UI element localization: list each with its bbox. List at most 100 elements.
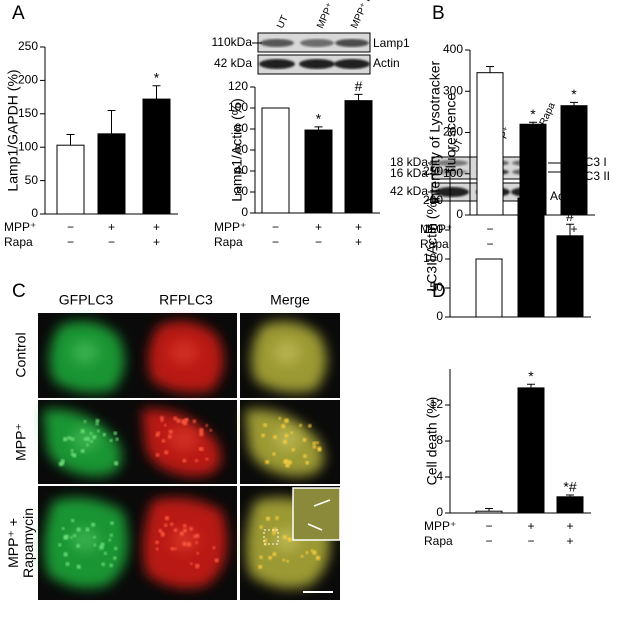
bar bbox=[344, 100, 373, 214]
puncta bbox=[263, 538, 268, 543]
inset-arrow bbox=[313, 499, 331, 507]
category-row-label: Rapa bbox=[214, 235, 243, 249]
x-tick-label: + bbox=[108, 220, 115, 234]
x-tick-label: + bbox=[527, 519, 534, 533]
x-tick-label: − bbox=[486, 237, 493, 251]
puncta bbox=[305, 551, 309, 555]
puncta bbox=[284, 418, 289, 424]
puncta bbox=[109, 438, 113, 443]
puncta bbox=[258, 564, 263, 569]
error-bar bbox=[486, 66, 494, 73]
y-tick-label: 0 bbox=[31, 206, 38, 220]
puncta bbox=[291, 447, 295, 452]
bar bbox=[475, 510, 503, 514]
puncta bbox=[155, 540, 159, 545]
y-tick-label: 12 bbox=[430, 397, 444, 411]
category-row-label: MPP⁺ bbox=[214, 220, 246, 234]
row-label: Rapamycin bbox=[20, 508, 36, 578]
error-bar bbox=[566, 494, 574, 497]
puncta bbox=[114, 546, 118, 551]
puncta bbox=[80, 429, 85, 434]
y-tick-label: 0 bbox=[456, 207, 463, 221]
x-tick-label: + bbox=[570, 222, 577, 236]
x-tick-label: + bbox=[566, 534, 573, 548]
y-tick-label: 150 bbox=[18, 106, 38, 120]
marker-label: 42 kDa bbox=[390, 184, 428, 198]
blot-band bbox=[334, 59, 370, 69]
band-label: Lamp1 bbox=[373, 36, 410, 50]
marker-label: 110kDa bbox=[212, 35, 253, 49]
puncta bbox=[102, 432, 107, 437]
y-tick-label: 50 bbox=[25, 173, 39, 187]
lane-label: UT bbox=[275, 14, 291, 31]
puncta bbox=[179, 531, 184, 536]
annotation: * bbox=[571, 86, 577, 102]
y-tick-label: 0 bbox=[241, 205, 248, 219]
puncta bbox=[282, 558, 286, 562]
error-bar bbox=[529, 121, 537, 125]
puncta bbox=[259, 525, 263, 529]
blot-band bbox=[259, 59, 295, 69]
bar bbox=[517, 387, 545, 514]
column-header: Merge bbox=[270, 292, 310, 308]
puncta bbox=[182, 524, 187, 528]
blot-band bbox=[299, 59, 335, 69]
error-bar bbox=[314, 126, 323, 131]
puncta bbox=[70, 449, 74, 453]
puncta bbox=[212, 546, 216, 550]
puncta bbox=[85, 436, 90, 442]
micrograph bbox=[240, 313, 340, 398]
panel-label: A bbox=[12, 3, 25, 24]
y-tick-label: 300 bbox=[443, 83, 463, 97]
puncta bbox=[195, 458, 199, 463]
puncta bbox=[109, 563, 113, 568]
puncta bbox=[155, 453, 160, 457]
puncta bbox=[182, 528, 187, 533]
puncta bbox=[303, 454, 307, 458]
x-tick-label: + bbox=[315, 220, 322, 234]
puncta bbox=[85, 527, 90, 532]
puncta bbox=[189, 526, 194, 531]
puncta bbox=[95, 422, 99, 426]
puncta bbox=[182, 458, 187, 463]
puncta bbox=[61, 461, 65, 465]
puncta bbox=[64, 534, 69, 540]
puncta bbox=[196, 552, 200, 555]
nucleus bbox=[170, 340, 198, 365]
nucleus bbox=[273, 427, 301, 451]
blot-band bbox=[436, 160, 468, 166]
lane-label: MPP⁺ Rapa bbox=[349, 0, 382, 30]
panel-label: B bbox=[432, 3, 445, 24]
puncta bbox=[63, 552, 68, 557]
puncta bbox=[155, 547, 159, 551]
puncta bbox=[315, 555, 321, 561]
bar bbox=[556, 235, 584, 318]
error-bar bbox=[566, 223, 574, 236]
puncta bbox=[100, 542, 105, 547]
puncta bbox=[164, 516, 170, 521]
y-tick-label: 50 bbox=[430, 280, 444, 294]
puncta bbox=[285, 463, 290, 468]
puncta bbox=[205, 457, 209, 461]
puncta bbox=[265, 516, 271, 521]
x-tick-label: − bbox=[485, 534, 492, 548]
puncta bbox=[95, 419, 100, 423]
category-row-label: MPP⁺ bbox=[424, 519, 456, 533]
puncta bbox=[113, 431, 118, 435]
blot-band bbox=[260, 39, 294, 47]
error-bar bbox=[527, 180, 535, 199]
puncta bbox=[182, 541, 187, 547]
micrograph bbox=[38, 400, 138, 484]
puncta bbox=[273, 435, 277, 439]
y-tick-label: 400 bbox=[443, 42, 463, 56]
y-axis-label: Lamp1/Actin (%) bbox=[229, 98, 245, 201]
nucleus bbox=[71, 340, 99, 365]
puncta bbox=[161, 439, 166, 443]
puncta bbox=[65, 562, 70, 566]
bar bbox=[142, 98, 171, 215]
y-tick-label: 8 bbox=[436, 433, 443, 447]
micrograph bbox=[137, 313, 237, 398]
y-axis-label: Lamp1/GAPDH (%) bbox=[5, 69, 21, 191]
puncta bbox=[286, 559, 290, 563]
